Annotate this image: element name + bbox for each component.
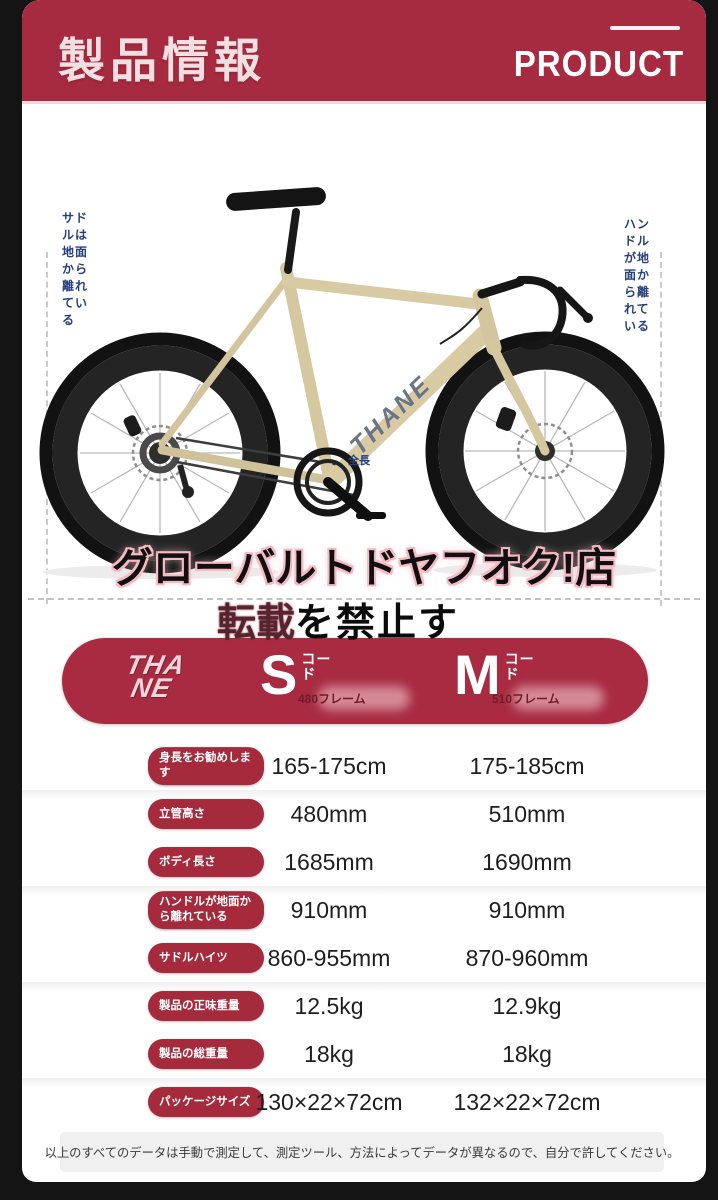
spec-value-s: 18kg — [304, 1041, 354, 1067]
spec-value-m: 1690mm — [482, 849, 572, 875]
spec-row-package-size: パッケージサイズ 130×22×72cm 132×22×72cm — [22, 1078, 706, 1126]
spec-label: ハンドルが地面から離れている — [148, 891, 264, 929]
spec-label: 製品の総重量 — [148, 1039, 264, 1069]
spec-value-s: 910mm — [290, 897, 368, 923]
size-code-label-m: コード — [504, 651, 535, 683]
spec-value-s: 480mm — [290, 801, 368, 827]
spec-value-s: 130×22×72cm — [255, 1089, 403, 1115]
spec-value-m: 910mm — [488, 897, 566, 923]
watermark: グローバルトドヤフオク!店 転載を禁止す — [22, 545, 706, 648]
spec-label: パッケージサイズ — [148, 1087, 264, 1117]
page-title-en: PRODUCT — [513, 43, 684, 84]
size-table-header: THA NE S コード 480フレーム M コード 510フレーム — [62, 638, 648, 724]
thane-logo-bottom: NE — [128, 673, 175, 704]
spec-value-m: 132×22×72cm — [453, 1089, 601, 1115]
spec-row-saddle-height: サドルハイツ 860-955mm 870-960mm — [22, 934, 706, 982]
spec-row-body-length: ボディ長さ 1685mm 1690mm — [22, 838, 706, 886]
blur-smudge — [512, 686, 604, 710]
frame-size-s: 480フレーム — [298, 692, 366, 706]
header-banner: 製品情報 PRODUCT — [22, 0, 706, 104]
bottom-serrated-border — [28, 598, 700, 600]
size-column-m: M コード 510フレーム — [454, 643, 604, 716]
spec-value-m: 12.9kg — [492, 993, 562, 1019]
size-letter-m: M — [454, 643, 501, 706]
spec-value-s: 165-175cm — [271, 753, 387, 779]
watermark-shop-name: グローバルトドヤフオク!店 — [111, 545, 617, 591]
total-length-label: 全長 — [348, 455, 370, 467]
thane-logo: THA NE — [119, 650, 188, 704]
watermark-warning-outline: 転載 — [216, 601, 295, 645]
size-code-label-s: コード — [301, 651, 332, 683]
spec-label: 製品の正味重量 — [148, 991, 264, 1021]
content-sheet: 製品情報 PRODUCT — [22, 0, 706, 1182]
spec-value-s: 860-955mm — [267, 945, 391, 971]
spec-row-gross-weight: 製品の総重量 18kg 18kg — [22, 1030, 706, 1078]
size-column-s: S コード 480フレーム — [260, 643, 410, 716]
product-image-area: THANE サドルは地面から離れている — [22, 104, 706, 614]
bike-image: THANE — [39, 187, 665, 579]
page-title: 製品情報 — [58, 34, 266, 87]
spec-row-height-recommend: 身長をお勧めします 165-175cm 175-185cm — [22, 742, 706, 790]
spec-value-s: 1685mm — [284, 849, 374, 875]
spec-value-m: 510mm — [488, 801, 566, 827]
blur-smudge — [318, 686, 410, 710]
spec-row-net-weight: 製品の正味重量 12.5kg 12.9kg — [22, 982, 706, 1030]
spec-label: ボディ長さ — [148, 847, 264, 877]
spec-value-m: 18kg — [502, 1041, 552, 1067]
size-letter-s: S — [260, 643, 298, 706]
frame-brand-text: THANE — [345, 370, 437, 460]
spec-table: 身長をお勧めします 165-175cm 175-185cm 立管高さ 480mm… — [22, 742, 706, 1126]
header-accent-line — [610, 26, 680, 30]
footer-band: 以上のすべてのデータは手動で測定して、測定ツール、方法によってデータが異なるので… — [45, 1132, 679, 1172]
watermark-warning: 転載を禁止す — [22, 592, 680, 648]
spec-row-handlebar-height: ハンドルが地面から離れている 910mm 910mm — [22, 886, 706, 934]
frame-size-m: 510フレーム — [492, 692, 560, 706]
spec-label: 身長をお勧めします — [148, 747, 264, 785]
spec-value-m: 175-185cm — [469, 753, 585, 779]
measurement-disclaimer: 以上のすべてのデータは手動で測定して、測定ツール、方法によってデータが異なるので… — [44, 1146, 680, 1160]
handlebar-height-note: ハンドルが地面から離れている — [624, 217, 651, 334]
watermark-warning-bold: を禁止す — [295, 601, 460, 645]
spec-value-s: 12.5kg — [294, 993, 364, 1019]
spec-label: サドルハイツ — [148, 943, 264, 973]
spec-row-seat-tube: 立管高さ 480mm 510mm — [22, 790, 706, 838]
spec-value-m: 870-960mm — [465, 945, 589, 971]
spec-label: 立管高さ — [148, 799, 264, 829]
saddle-height-note: サドルは地面から離れている — [62, 211, 89, 328]
